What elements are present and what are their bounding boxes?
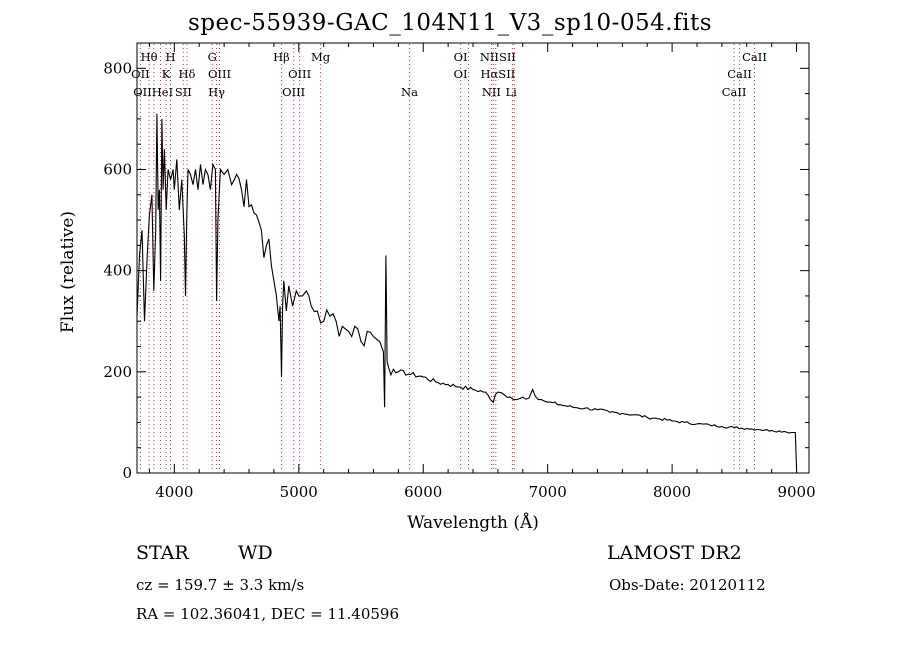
x-axis-label: Wavelength (Å) (407, 513, 539, 533)
plot-frame (136, 42, 810, 474)
object-class: STAR (136, 542, 189, 564)
axis-ticks: 4000 5000 6000 7000 8000 9000 0 200 400 600 800 (103, 42, 816, 501)
object-subclass: WD (238, 542, 273, 564)
y-tick-label: 800 (103, 59, 132, 77)
line-label: CaII (742, 50, 767, 64)
line-label: Na (401, 85, 418, 99)
line-label: OII (131, 67, 150, 81)
x-tick-label: 7000 (529, 483, 567, 501)
x-tick-label: 9000 (777, 483, 815, 501)
line-label: OIII (288, 67, 311, 81)
y-tick-label: 200 (103, 363, 132, 381)
line-label: Li (506, 85, 518, 99)
spectrum-line (136, 113, 798, 471)
x-tick-label: 4000 (155, 483, 193, 501)
chart-title: spec-55939-GAC_104N11_V3_sp10-054.fits (187, 10, 713, 36)
line-label: CaII (727, 67, 752, 81)
y-tick-label: 600 (103, 160, 132, 178)
redshift-value: cz = 159.7 ± 3.3 km/s (136, 576, 305, 594)
line-label: OI (454, 67, 468, 81)
x-tick-label: 6000 (404, 483, 442, 501)
x-tick-label: 8000 (653, 483, 691, 501)
line-label: Hβ (273, 50, 290, 64)
line-label: CaII (722, 85, 747, 99)
obs-date: Obs-Date: 20120112 (609, 576, 766, 594)
line-label: SII (175, 85, 192, 99)
line-label: H (165, 50, 175, 64)
coordinates: RA = 102.36041, DEC = 11.40596 (136, 605, 400, 623)
line-label: K (162, 67, 171, 81)
line-label: Mg (311, 50, 331, 64)
line-label: Hθ (141, 50, 158, 64)
line-label: OIIHeI (133, 85, 173, 99)
y-axis-label: Flux (relative) (58, 210, 78, 334)
line-label: NII (482, 85, 501, 99)
line-label: Hδ (179, 67, 196, 81)
line-label: Hγ (208, 85, 225, 99)
line-label: OIII (208, 67, 231, 81)
survey-name: LAMOST DR2 (607, 542, 742, 564)
line-label: OI (454, 50, 468, 64)
line-marker-group (139, 44, 755, 472)
y-tick-label: 0 (122, 464, 132, 482)
line-label: HαSII (481, 67, 516, 81)
x-tick-label: 5000 (280, 483, 318, 501)
line-label: G (208, 50, 217, 64)
line-label: OIII (282, 85, 305, 99)
line-label: NIISII (480, 50, 516, 64)
y-tick-label: 400 (103, 262, 132, 280)
